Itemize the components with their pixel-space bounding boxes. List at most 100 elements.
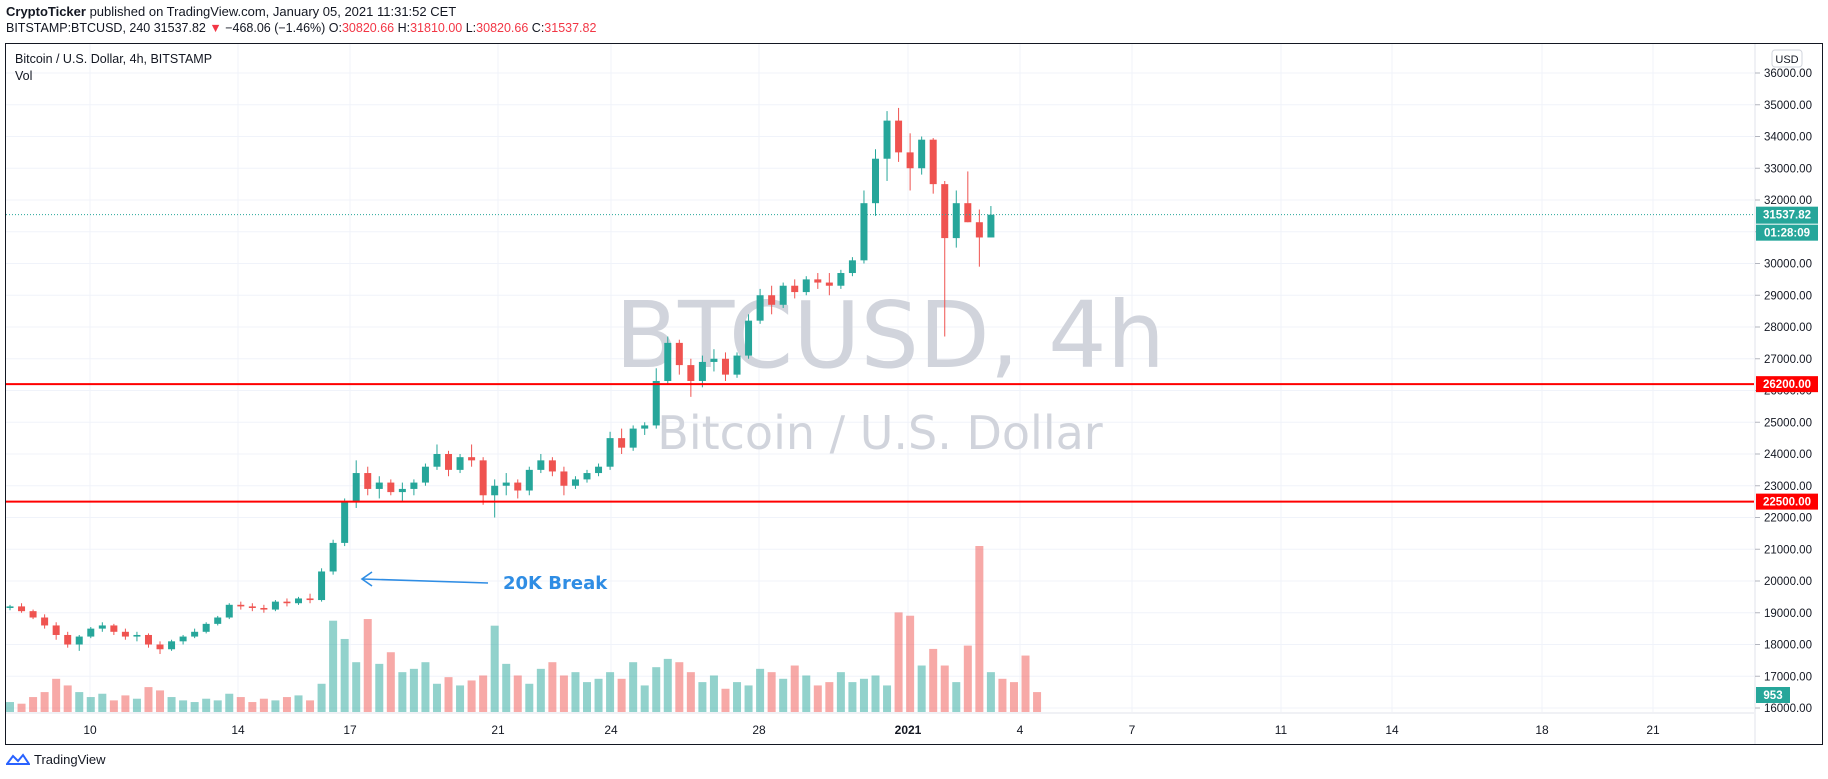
down-triangle-icon: ▼: [209, 21, 222, 35]
time-tick-label: 14: [231, 723, 245, 737]
volume-bar: [109, 700, 118, 712]
candle-body: [29, 611, 37, 618]
candle-body: [756, 295, 764, 321]
volume-bars: [6, 546, 1042, 712]
candle-body: [491, 485, 499, 496]
level-badge: [1756, 493, 1818, 510]
currency-button[interactable]: USD: [1771, 49, 1803, 68]
candle-body: [87, 628, 95, 637]
volume-bar: [271, 700, 280, 712]
annotation-20k-break[interactable]: 20K Break: [360, 571, 608, 594]
volume-bar: [259, 698, 268, 712]
time-axis[interactable]: 10 14 17 21 24 28 2021 4 7 11 14 18 21: [83, 723, 1660, 737]
candle-body: [802, 279, 810, 293]
candle-body: [733, 355, 741, 375]
candle-body: [918, 139, 926, 169]
candle-body: [779, 285, 787, 305]
volume-bar: [156, 690, 165, 712]
volume-bar: [248, 702, 257, 712]
volume-bar: [409, 668, 418, 712]
last-price: 31537.82: [153, 21, 206, 35]
volume-bar: [363, 619, 372, 712]
symbol-name: BITSTAMP:BTCUSD, 240: [6, 21, 151, 35]
volume-bar: [756, 668, 765, 712]
volume-bar: [213, 700, 222, 712]
price-tick-label: 25000.00: [1764, 417, 1812, 429]
low-label: L:: [465, 21, 477, 35]
volume-bar: [190, 702, 199, 712]
candle-body: [318, 571, 326, 601]
chart-frame: [5, 43, 1823, 745]
volume-bar: [813, 685, 822, 712]
legend-title[interactable]: Bitcoin / U.S. Dollar, 4h, BITSTAMP: [15, 52, 213, 66]
watermark-description: Bitcoin / U.S. Dollar: [657, 406, 1103, 460]
price-tick-label: 16000.00: [1764, 703, 1812, 715]
time-tick-label: 21: [491, 723, 505, 737]
volume-bar: [167, 697, 176, 712]
volume-bar: [906, 615, 915, 712]
publisher-name[interactable]: CryptoTicker: [6, 4, 86, 19]
candle-body: [837, 273, 845, 286]
candle-body: [271, 601, 279, 610]
countdown-badge: [1756, 224, 1818, 241]
volume-bar: [6, 702, 14, 712]
candle-body: [433, 454, 441, 467]
candle-body: [398, 488, 406, 493]
candle-body: [721, 358, 729, 375]
candle-body: [387, 482, 395, 493]
volume-bar: [444, 677, 453, 712]
price-axis[interactable]: 16000.00 17000.00 18000.00 19000.00 20000.00…: [1755, 68, 1812, 715]
volume-bar: [767, 672, 776, 712]
candle-body: [514, 482, 522, 491]
price-chart[interactable]: BTCUSD, 4h Bitcoin / U.S. Dollar 20K Bre…: [0, 0, 1828, 745]
price-tick-label: 21000.00: [1764, 544, 1812, 556]
volume-bar: [63, 685, 72, 712]
volume-badge: [1756, 687, 1790, 703]
price-tick-label: 32000.00: [1764, 195, 1812, 207]
candle-body: [295, 598, 302, 604]
volume-bar: [86, 697, 95, 712]
volume-bar: [744, 685, 753, 712]
candle-body: [41, 617, 49, 626]
candle-body: [214, 617, 222, 624]
price-tick-label: 29000.00: [1764, 290, 1812, 302]
candle-body: [341, 501, 349, 543]
volume-bar: [306, 700, 315, 712]
volume-bar: [236, 697, 245, 712]
time-tick-label: 2021: [895, 723, 922, 737]
candle-body: [156, 644, 164, 650]
time-tick-label: 24: [604, 723, 618, 737]
published-text: published on TradingView.com, January 05…: [85, 4, 457, 19]
price-tick-label: 35000.00: [1764, 100, 1812, 112]
volume-bar: [571, 672, 580, 712]
footer-brand[interactable]: TradingView: [34, 752, 106, 767]
candle-body: [895, 120, 903, 153]
candle-body: [225, 604, 233, 618]
volume-bar: [559, 675, 568, 712]
volume-bar: [421, 662, 430, 712]
candle-body: [191, 631, 199, 637]
volume-bar: [502, 663, 511, 712]
price-tick-label: 36000.00: [1764, 68, 1812, 80]
candle-body: [410, 482, 418, 489]
volume-bar: [733, 682, 742, 712]
volume-bar: [490, 625, 499, 712]
volume-bar: [779, 678, 788, 712]
candle-body: [352, 473, 360, 502]
volume-bar: [802, 675, 811, 712]
candles: [6, 107, 995, 655]
candle-body: [814, 279, 822, 283]
horizontal-levels[interactable]: [6, 383, 1754, 503]
volume-bar: [848, 682, 857, 712]
volume-badge-label: 953: [1763, 690, 1782, 702]
legend-volume[interactable]: Vol: [15, 69, 33, 83]
volume-bar: [479, 675, 488, 712]
candle-body: [883, 120, 891, 159]
low-value: 30820.66: [476, 21, 529, 35]
volume-bar: [1009, 682, 1018, 712]
volume-bar: [698, 682, 707, 712]
candle-body: [52, 625, 60, 635]
volume-bar: [606, 672, 615, 712]
candle-body: [987, 214, 995, 238]
volume-bar: [456, 685, 465, 712]
